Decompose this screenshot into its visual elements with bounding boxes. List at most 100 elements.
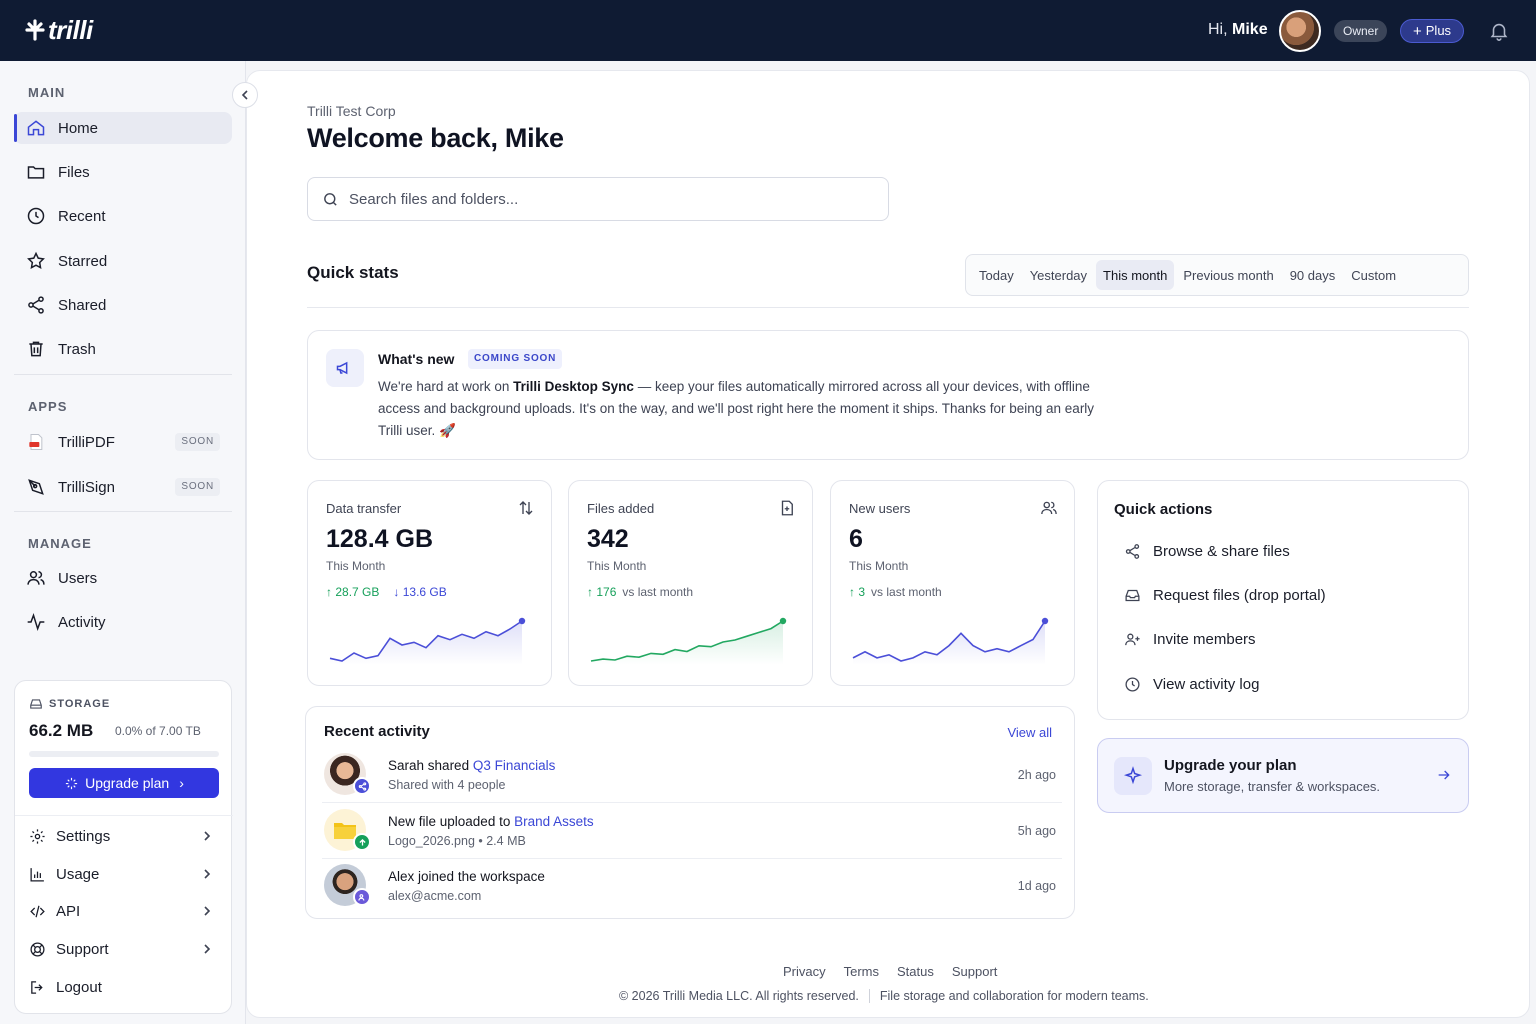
quick-action-label: Request files (drop portal) [1153, 586, 1326, 604]
quick-actions-card: Quick actions Browse & share files Reque… [1097, 480, 1469, 720]
stat-label: Data transfer [326, 501, 402, 516]
footer-link-status[interactable]: Status [897, 964, 934, 979]
upgrade-plan-button[interactable]: Upgrade plan › [29, 768, 219, 798]
copyright-text: © 2026 Trilli Media LLC. All rights rese… [619, 989, 859, 1003]
transfer-icon [519, 501, 533, 515]
sidebar-item-activity[interactable]: Activity [14, 606, 232, 638]
upgrade-subtitle: More storage, transfer & workspaces. [1164, 779, 1381, 794]
activity-target-link[interactable]: Brand Assets [514, 814, 594, 829]
stat-card-new-users[interactable]: New users 6 This Month ↑ 3 vs last month [830, 480, 1075, 686]
sidebar-item-home[interactable]: Home [14, 112, 232, 144]
menu-label: Logout [56, 978, 102, 996]
bell-icon[interactable] [1488, 20, 1510, 42]
activity-text: Alex joined the workspace [388, 869, 545, 884]
sidebar-item-label: Starred [58, 252, 108, 270]
sparkle-icon [66, 777, 78, 789]
stat-period: This Month [587, 559, 647, 573]
delta-caption: vs last month [622, 585, 694, 599]
search-input[interactable] [349, 190, 869, 208]
activity-row[interactable]: New file uploaded to Brand Assets Logo_2… [322, 805, 1062, 859]
stat-card-files-added[interactable]: Files added 342 This Month ↑ 176 vs last… [568, 480, 813, 686]
quick-action-request[interactable]: Request files (drop portal) [1124, 584, 1326, 606]
trilli-logo[interactable]: trilli [24, 14, 93, 46]
range-tab-yesterday[interactable]: Yesterday [1029, 267, 1088, 283]
range-tab-custom[interactable]: Custom [1351, 267, 1397, 283]
chevron-left-icon [241, 90, 248, 100]
trash-icon [29, 341, 43, 357]
sidebar-item-trash[interactable]: Trash [14, 333, 232, 365]
sidebar-item-users[interactable]: Users [14, 562, 232, 594]
delta-down-value: 13.6 GB [402, 585, 447, 599]
search-box[interactable] [307, 177, 889, 221]
menu-logout[interactable]: Logout [29, 973, 219, 1001]
menu-api[interactable]: API [29, 897, 219, 925]
greeting-user-name: Mike [1232, 21, 1268, 38]
footer-link-privacy[interactable]: Privacy [783, 964, 826, 979]
quick-action-invite[interactable]: Invite members [1124, 628, 1256, 650]
sidebar-item-shared[interactable]: Shared [14, 289, 232, 321]
range-tab-90-days[interactable]: 90 days [1289, 267, 1336, 283]
activity-target-link[interactable]: Q3 Financials [472, 758, 556, 773]
sidebar-item-label: Recent [58, 207, 106, 225]
sidebar-item-trillipdf[interactable]: TrilliPDF SOON [14, 426, 232, 458]
arrow-right-icon [1438, 770, 1450, 780]
activity-time: 5h ago [1017, 824, 1056, 838]
range-tab-this-month[interactable]: This month [1096, 260, 1175, 290]
sidebar-item-label: Activity [58, 613, 106, 631]
soon-badge: SOON [175, 433, 220, 451]
stat-card-data-transfer[interactable]: Data transfer 128.4 GB This Month ↑ 28.7… [307, 480, 552, 686]
chevron-right-icon [204, 944, 211, 954]
role-badge: Owner [1334, 20, 1388, 42]
sidebar-item-starred[interactable]: Starred [14, 245, 232, 277]
sidebar-item-label: Shared [58, 296, 107, 314]
share-icon [353, 777, 371, 795]
sidebar-item-label: TrilliSign [58, 478, 115, 496]
range-tab-today[interactable]: Today [979, 267, 1014, 283]
quick-action-activity-log[interactable]: View activity log [1124, 673, 1259, 695]
sidebar-item-files[interactable]: Files [14, 156, 232, 188]
sparkline-area [591, 621, 783, 665]
activity-row[interactable]: Alex joined the workspace alex@acme.com … [322, 860, 1062, 914]
footer-link-support[interactable]: Support [951, 964, 998, 979]
sidebar-item-trillisign[interactable]: TrilliSign SOON [14, 471, 232, 503]
home-icon [27, 120, 45, 136]
footer-link-terms[interactable]: Terms [843, 964, 880, 979]
brand-name: trilli [48, 14, 93, 45]
user-avatar[interactable] [1279, 10, 1321, 52]
activity-row[interactable]: Sarah shared Q3 Financials Shared with 4… [322, 749, 1062, 803]
storage-used: 66.2 MB [29, 721, 94, 740]
activity-verb: shared [427, 758, 470, 773]
quick-action-browse[interactable]: Browse & share files [1124, 540, 1290, 562]
stat-deltas: ↑ 176 vs last month [587, 585, 693, 599]
megaphone-icon [326, 349, 364, 387]
view-all-link[interactable]: View all [1007, 725, 1052, 740]
stat-deltas: ↑ 3 vs last month [849, 585, 942, 599]
soon-badge: SOON [175, 478, 220, 496]
stat-period: This Month [849, 559, 909, 573]
code-icon [30, 905, 45, 917]
inbox-icon [1125, 589, 1140, 601]
chevron-right-icon [204, 831, 211, 841]
menu-usage[interactable]: Usage [29, 860, 219, 888]
whats-new-text: — keep your files automatically mirrored… [378, 379, 1095, 438]
upgrade-plan-card[interactable]: Upgrade your plan More storage, transfer… [1097, 738, 1469, 813]
range-tab-previous-month[interactable]: Previous month [1183, 267, 1274, 283]
sparkline-endpoint [779, 617, 787, 625]
users-icon [27, 571, 45, 585]
stat-label: Files added [587, 501, 655, 516]
activity-subtext: Shared with 4 people [388, 778, 506, 792]
sidebar-divider [14, 374, 232, 375]
delta-caption: vs last month [871, 585, 942, 599]
collapse-sidebar-button[interactable] [232, 82, 258, 108]
activity-icon [27, 613, 45, 631]
menu-support[interactable]: Support [29, 935, 219, 963]
sidebar: MAIN Home Files Recent Starred Shared Tr… [0, 61, 246, 1024]
plan-label: Plus [1425, 23, 1452, 38]
greeting: Hi, Mike [1208, 21, 1268, 39]
stat-value: 6 [849, 525, 863, 553]
menu-settings[interactable]: Settings [29, 822, 219, 850]
section-divider [307, 307, 1469, 308]
clock-icon [1125, 676, 1140, 692]
plan-button[interactable]: + Plus [1400, 19, 1465, 43]
sidebar-item-recent[interactable]: Recent [14, 200, 232, 232]
